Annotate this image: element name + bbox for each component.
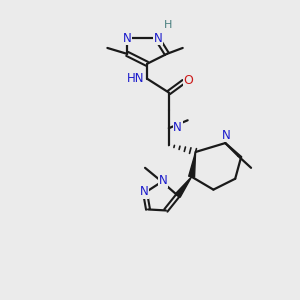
Polygon shape bbox=[189, 152, 196, 177]
Text: HN: HN bbox=[126, 72, 144, 85]
Text: N: N bbox=[222, 129, 231, 142]
Text: N: N bbox=[173, 121, 182, 134]
Text: N: N bbox=[154, 32, 162, 44]
Text: N: N bbox=[123, 32, 132, 44]
Text: N: N bbox=[140, 185, 148, 198]
Text: O: O bbox=[184, 74, 194, 87]
Polygon shape bbox=[175, 177, 192, 197]
Text: H: H bbox=[164, 20, 172, 30]
Text: N: N bbox=[158, 174, 167, 187]
